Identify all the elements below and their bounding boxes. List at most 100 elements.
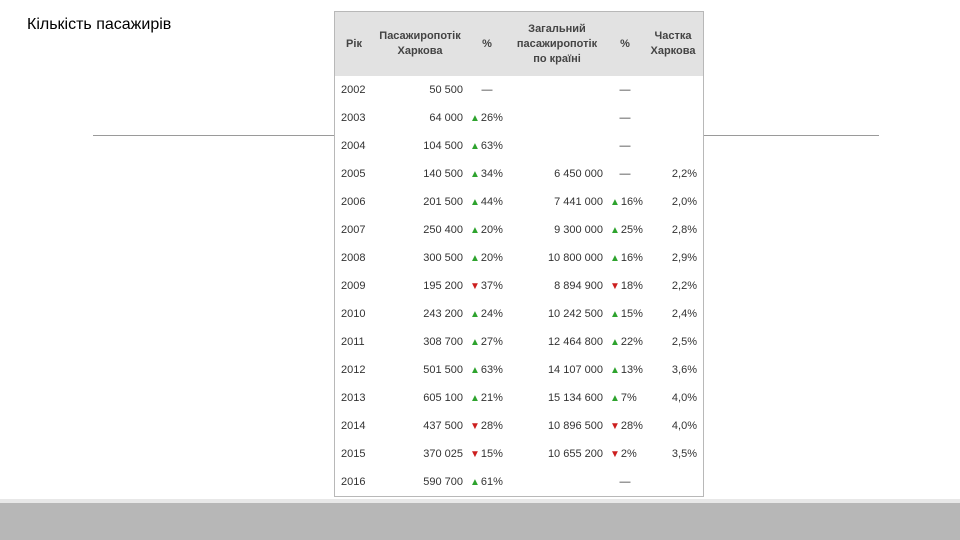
year-cell: 2015: [341, 448, 366, 460]
total-change-cell: —: [619, 84, 631, 96]
total-change-cell: ▲15%: [607, 300, 643, 328]
increase-arrow-icon: ▲: [610, 225, 620, 236]
table-row: 2012 501 500 ▲63% 14 107 000 ▲13% 3,6%: [335, 356, 703, 384]
kharkiv-traffic-cell: 140 500: [423, 168, 463, 180]
passenger-traffic-table: Рік Пасажиропотік Харкова % Загальний па…: [334, 11, 704, 497]
kharkiv-traffic-cell: 195 200: [423, 280, 463, 292]
year-cell: 2008: [341, 252, 366, 264]
increase-arrow-icon: ▲: [470, 225, 480, 236]
year-cell: 2014: [341, 420, 366, 432]
share-cell: [643, 104, 703, 132]
table-row: 2005 140 500 ▲34% 6 450 000 — 2,2%: [335, 160, 703, 188]
kharkiv-change-cell: ▲24%: [467, 300, 507, 328]
table-row: 2007 250 400 ▲20% 9 300 000 ▲25% 2,8%: [335, 216, 703, 244]
kharkiv-traffic-cell: 370 025: [423, 448, 463, 460]
year-cell: 2007: [341, 224, 366, 236]
total-traffic-cell: 10 242 500: [547, 308, 603, 320]
total-traffic-cell: 14 107 000: [547, 364, 603, 376]
table-row: 2006 201 500 ▲44% 7 441 000 ▲16% 2,0%: [335, 188, 703, 216]
table-row: 2009 195 200 ▼37% 8 894 900 ▼18% 2,2%: [335, 272, 703, 300]
total-change-cell: ▼2%: [607, 440, 643, 468]
share-cell: [643, 76, 703, 104]
year-cell: 2013: [341, 392, 366, 404]
pct-value: 63%: [480, 140, 503, 152]
table-row: 2010 243 200 ▲24% 10 242 500 ▲15% 2,4%: [335, 300, 703, 328]
kharkiv-traffic-cell: 501 500: [423, 364, 463, 376]
kharkiv-traffic-cell: 605 100: [423, 392, 463, 404]
pct-value: 27%: [480, 336, 503, 348]
increase-arrow-icon: ▲: [470, 365, 480, 376]
kharkiv-change-cell: ▼28%: [467, 412, 507, 440]
total-change-cell: ▲22%: [607, 328, 643, 356]
total-traffic-cell: 8 894 900: [554, 280, 603, 292]
pct-value: 34%: [480, 168, 503, 180]
pct-value: 15%: [480, 448, 503, 460]
pct-value: 15%: [620, 308, 643, 320]
year-cell: 2005: [341, 168, 366, 180]
kharkiv-change-cell: ▲20%: [467, 216, 507, 244]
decrease-arrow-icon: ▼: [470, 421, 480, 432]
total-traffic-cell: 9 300 000: [554, 224, 603, 236]
increase-arrow-icon: ▲: [470, 309, 480, 320]
pct-value: 28%: [480, 420, 503, 432]
pct-value: 28%: [620, 420, 643, 432]
share-cell: 2,5%: [671, 336, 697, 348]
kharkiv-change-cell: ▲20%: [467, 244, 507, 272]
increase-arrow-icon: ▲: [470, 197, 480, 208]
share-cell: 3,6%: [671, 364, 697, 376]
pct-value: 25%: [620, 224, 643, 236]
increase-arrow-icon: ▲: [470, 169, 480, 180]
divider-line-right: [703, 135, 879, 136]
header-share: Частка Харкова: [650, 30, 696, 57]
slide-title: Кількість пасажирів: [27, 16, 172, 33]
table-row: 2013 605 100 ▲21% 15 134 600 ▲7% 4,0%: [335, 384, 703, 412]
share-cell: 2,8%: [671, 224, 697, 236]
year-cell: 2016: [341, 476, 366, 488]
total-change-cell: ▼18%: [607, 272, 643, 300]
kharkiv-change-cell: ▲27%: [467, 328, 507, 356]
table-row: 2008 300 500 ▲20% 10 800 000 ▲16% 2,9%: [335, 244, 703, 272]
year-cell: 2009: [341, 280, 366, 292]
pct-value: 22%: [620, 336, 643, 348]
total-change-cell: ▲13%: [607, 356, 643, 384]
total-traffic-cell: [507, 104, 607, 132]
share-cell: 3,5%: [671, 448, 697, 460]
total-change-cell: ▼28%: [607, 412, 643, 440]
increase-arrow-icon: ▲: [470, 113, 480, 124]
header-total-traffic: Загальний пасажиропотік по країні: [516, 22, 598, 65]
pct-value: 20%: [480, 224, 503, 236]
pct-value: 24%: [480, 308, 503, 320]
share-cell: [643, 468, 703, 496]
table-row: 2014 437 500 ▼28% 10 896 500 ▼28% 4,0%: [335, 412, 703, 440]
pct-value: 21%: [480, 392, 503, 404]
total-traffic-cell: 12 464 800: [547, 336, 603, 348]
kharkiv-traffic-cell: 437 500: [423, 420, 463, 432]
kharkiv-traffic-cell: 590 700: [423, 476, 463, 488]
table-row: 2016 590 700 ▲61% —: [335, 468, 703, 496]
increase-arrow-icon: ▲: [610, 365, 620, 376]
total-change-cell: —: [619, 168, 631, 180]
kharkiv-change-cell: ▲26%: [467, 104, 507, 132]
kharkiv-change-cell: ▲34%: [467, 160, 507, 188]
header-kharkiv-traffic: Пасажиропотік Харкова: [379, 30, 461, 57]
decrease-arrow-icon: ▼: [470, 281, 480, 292]
total-change-cell: ▲25%: [607, 216, 643, 244]
table-row: 2004 104 500 ▲63% —: [335, 132, 703, 160]
increase-arrow-icon: ▲: [470, 337, 480, 348]
footer-bar: [0, 503, 960, 540]
year-cell: 2010: [341, 308, 366, 320]
pct-value: 2%: [620, 448, 637, 460]
kharkiv-traffic-cell: 104 500: [423, 140, 463, 152]
total-traffic-cell: 6 450 000: [554, 168, 603, 180]
share-cell: 2,2%: [671, 168, 697, 180]
kharkiv-traffic-cell: 64 000: [429, 112, 463, 124]
kharkiv-traffic-cell: 250 400: [423, 224, 463, 236]
total-traffic-cell: [507, 468, 607, 496]
decrease-arrow-icon: ▼: [610, 421, 620, 432]
share-cell: 2,2%: [671, 280, 697, 292]
kharkiv-change-cell: ▲63%: [467, 132, 507, 160]
year-cell: 2004: [341, 140, 366, 152]
kharkiv-traffic-cell: 243 200: [423, 308, 463, 320]
pct-value: 20%: [480, 252, 503, 264]
table-row: 2011 308 700 ▲27% 12 464 800 ▲22% 2,5%: [335, 328, 703, 356]
